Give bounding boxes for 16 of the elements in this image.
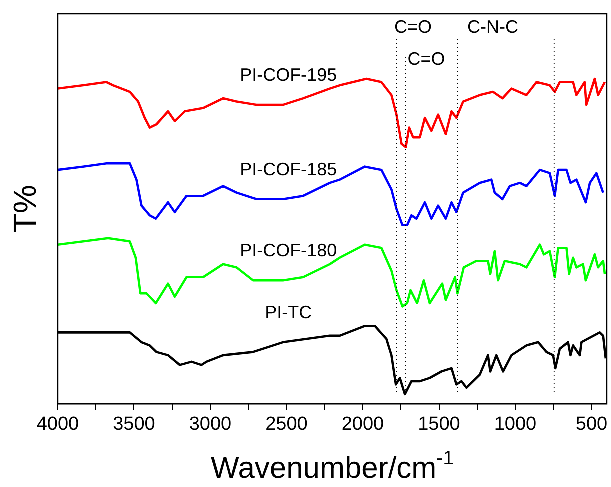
- ref-line-label: C-N-C: [468, 16, 519, 37]
- x-tick-label: 3000: [189, 414, 232, 435]
- series-label: PI-TC: [265, 302, 312, 322]
- ref-line-label: C=O: [394, 16, 432, 37]
- series-label: PI-COF-185: [240, 159, 338, 180]
- x-tick-label: 2500: [266, 414, 308, 435]
- series-label: PI-COF-195: [240, 65, 338, 86]
- series-label: PI-COF-180: [240, 240, 338, 261]
- ref-line-label: C=O: [408, 48, 446, 69]
- x-tick-label: 4000: [36, 414, 80, 435]
- y-axis-title: T%: [7, 185, 43, 234]
- x-tick-label: 500: [576, 414, 608, 435]
- x-tick-label: 2000: [342, 414, 384, 435]
- x-tick-label: 1000: [494, 414, 537, 435]
- x-tick-label: 3500: [113, 414, 156, 435]
- x-tick-label: 1500: [418, 414, 460, 435]
